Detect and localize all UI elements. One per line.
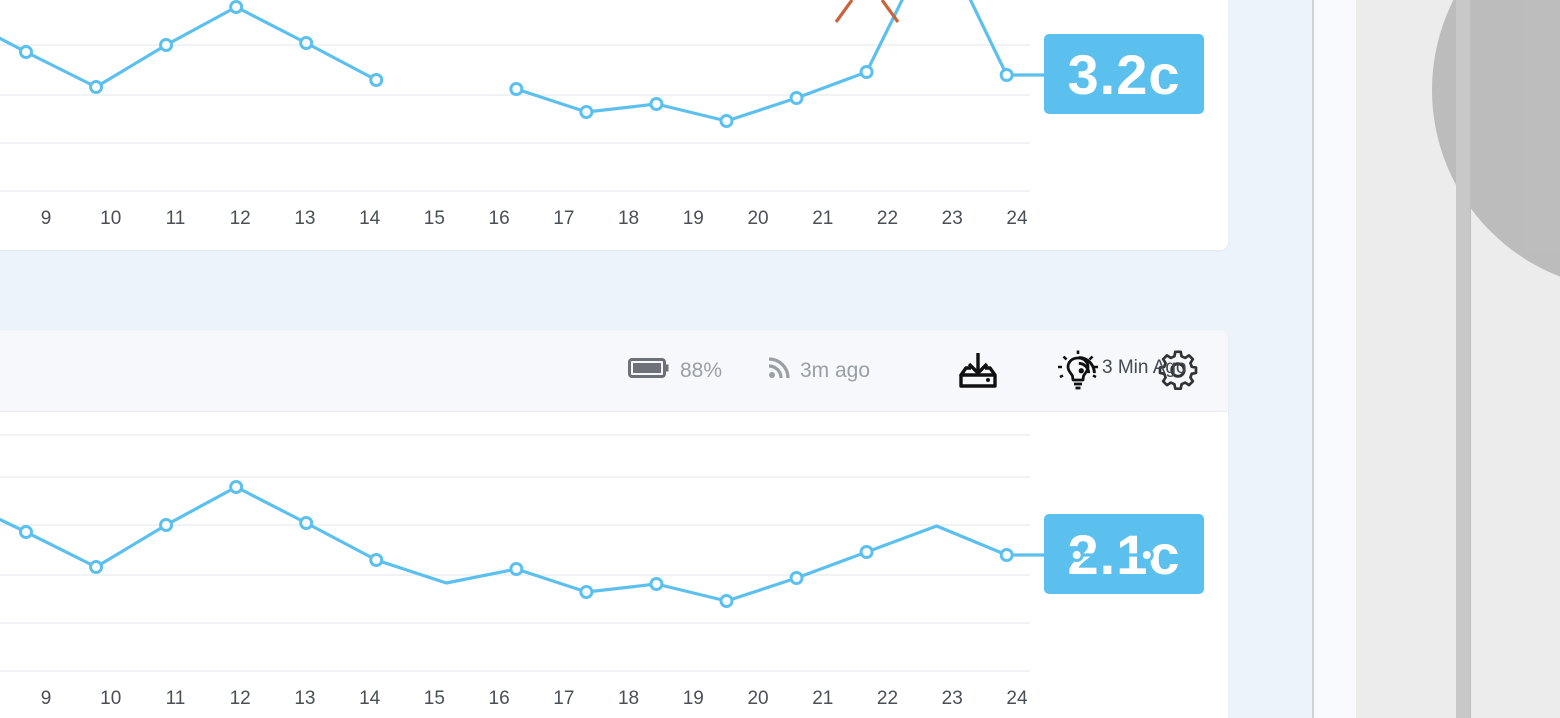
peak-highlight [834,0,854,23]
data-point [229,0,244,14]
battery-status: 88% [628,330,722,411]
x-tick-label: 11 [166,208,186,229]
download-button[interactable] [956,350,1000,394]
battery-level: 88% [680,358,723,382]
current-value-badge-bottom: 2.1c [1044,514,1204,594]
last-updated: 3 Min Ago [1078,356,1187,380]
data-point [509,82,524,96]
side-panel [1356,0,1560,718]
last-seen-text: 3m ago [800,358,871,382]
series-line [0,5,377,89]
x-tick-label: 14 [359,208,381,229]
data-point [159,38,174,52]
battery-icon [628,357,670,385]
chart-top: 9 10 11 12 13 14 15 16 17 18 19 20 21 22 23 24 [0,0,1154,229]
lightbulb-icon [1057,350,1099,395]
x-tick-label: 24 [1006,208,1028,229]
hint-button[interactable] [1056,350,1100,394]
data-point [299,36,314,50]
x-tick-label: 21 [812,208,833,229]
data-point [719,114,734,128]
chart-card-top: 9 10 11 12 13 14 15 16 17 18 19 20 21 22 23 24 3.2c [0,0,1228,250]
x-tick-label: 22 [877,208,898,229]
last-seen-status: 3m ago [768,330,870,411]
rss-feed-icon [1078,356,1096,380]
current-value-badge-top: 3.2c [1044,34,1204,114]
side-scrollbar[interactable] [1456,0,1471,718]
card-header: 88% 3m ago [0,330,1228,412]
x-tick-label: 19 [683,208,704,229]
data-point [789,91,804,105]
rss-feed-icon [768,356,790,385]
gear-icon [1158,349,1198,395]
last-updated-text: 3 Min Ago [1102,357,1187,378]
panel-divider [1312,0,1358,718]
download-tray-icon [957,351,999,394]
data-point [369,73,384,87]
side-panel-overlay [1432,0,1560,290]
data-point [89,80,104,94]
x-tick-label: 15 [424,208,445,229]
x-tick-label: 9 [41,208,52,229]
chart-card-bottom: 88% 3m ago [0,330,1228,718]
data-point [999,68,1014,82]
data-point [859,65,874,79]
x-tick-label: 12 [230,208,251,229]
x-tick-label: 18 [618,208,639,229]
settings-button[interactable] [1156,349,1200,395]
data-point [579,105,594,119]
x-tick-label: 10 [100,208,121,229]
x-tick-label: 16 [489,208,510,229]
data-point [19,45,33,59]
x-tick-label: 20 [747,208,768,229]
x-tick-label: 23 [942,208,963,229]
data-point [649,97,664,111]
peak-highlight [880,0,900,23]
x-tick-label: 13 [294,208,315,229]
x-tick-label: 17 [553,208,574,229]
